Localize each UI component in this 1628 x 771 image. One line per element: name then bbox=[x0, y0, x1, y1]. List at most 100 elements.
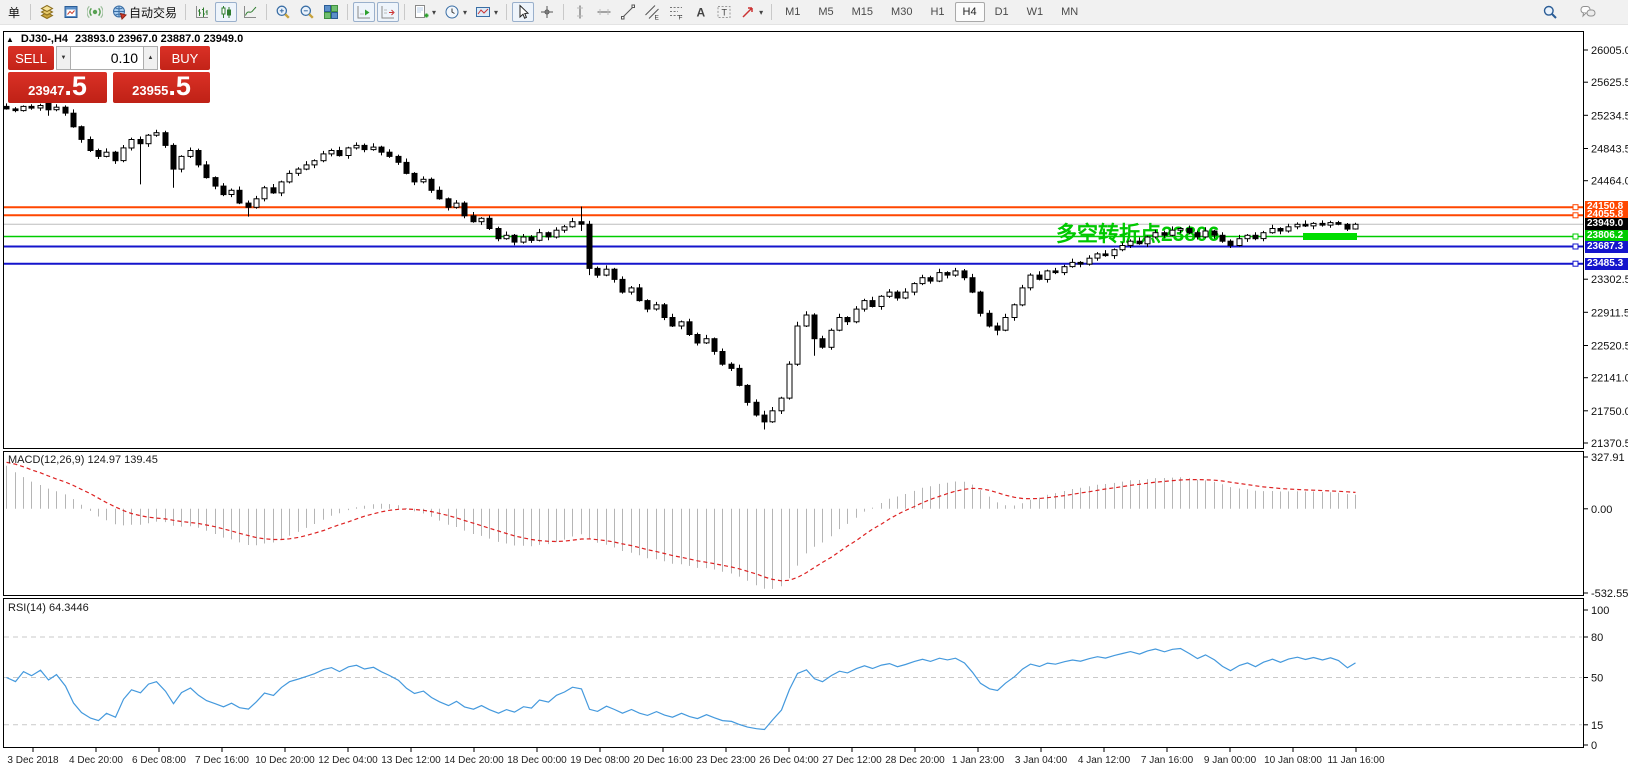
price-level-label: 23806.2 bbox=[1585, 230, 1628, 242]
community-chat-icon bbox=[1580, 6, 1596, 18]
search-symbols-button[interactable] bbox=[1539, 2, 1561, 22]
trend-segment[interactable] bbox=[1303, 233, 1357, 240]
dropdown-arrow-icon: ▾ bbox=[494, 7, 499, 17]
text-label-icon: T bbox=[717, 6, 731, 18]
market-watch-button[interactable] bbox=[36, 2, 58, 22]
time-axis-label: 4 Jan 12:00 bbox=[1078, 755, 1131, 766]
tile-windows-icon bbox=[324, 5, 339, 19]
volume-decrease-button[interactable]: ▼ bbox=[56, 46, 71, 70]
timeframe-m15[interactable]: M15 bbox=[851, 6, 874, 18]
time-axis-label: 14 Dec 20:00 bbox=[444, 755, 504, 766]
chart-shift-icon bbox=[381, 6, 395, 19]
autotrading-icon bbox=[113, 5, 127, 20]
macd-axis-label: 0.00 bbox=[1591, 504, 1612, 516]
bar-chart-icon bbox=[196, 6, 209, 18]
price-axis-label: 22911.5 bbox=[1591, 307, 1628, 319]
zoom-out-icon bbox=[300, 5, 314, 19]
symbol-period-label: DJ30-,H4 bbox=[20, 33, 68, 45]
sell-price-box[interactable]: 23947 .5 bbox=[8, 72, 107, 103]
new-chart-icon bbox=[415, 5, 429, 18]
volume-increase-button[interactable]: ▲ bbox=[143, 46, 158, 70]
templates-button[interactable]: ▾ bbox=[472, 2, 501, 22]
crosshair-icon bbox=[541, 6, 554, 18]
line-handle[interactable] bbox=[1572, 243, 1579, 250]
horizontal-line-icon bbox=[597, 9, 611, 15]
main-pane-border bbox=[3, 31, 1584, 449]
sell-button[interactable]: SELL bbox=[8, 46, 54, 70]
zoom-out-button[interactable] bbox=[296, 2, 318, 22]
main-toolbar: 单 自动交易 ▾ ▾ ▾ E F A T ▾ M1 M5 M15 M30 H1 H4 D1 W1 MN bbox=[0, 0, 1628, 25]
timeframe-mn[interactable]: MN bbox=[1061, 6, 1079, 18]
volume-input[interactable] bbox=[71, 46, 143, 70]
market-watch-icon bbox=[40, 4, 54, 20]
crosshair-button[interactable] bbox=[536, 2, 558, 22]
time-axis-label: 11 Jan 16:00 bbox=[1327, 755, 1385, 766]
signals-icon bbox=[87, 5, 103, 19]
expand-subwindow-icon[interactable]: ▲ bbox=[6, 34, 14, 44]
timeframe-d1[interactable]: D1 bbox=[994, 6, 1009, 18]
buy-price-box[interactable]: 23955 .5 bbox=[113, 72, 210, 103]
cursor-button[interactable] bbox=[512, 2, 535, 22]
line-handle[interactable] bbox=[1572, 260, 1579, 267]
toolbar-separator bbox=[506, 4, 508, 20]
timeframe-w1[interactable]: W1 bbox=[1026, 6, 1044, 18]
timeframe-m1[interactable]: M1 bbox=[785, 6, 801, 18]
toolbar-separator bbox=[771, 4, 773, 20]
time-axis-label: 23 Dec 23:00 bbox=[696, 755, 756, 766]
time-axis-label: 6 Dec 08:00 bbox=[132, 755, 186, 766]
timeframe-m30[interactable]: M30 bbox=[891, 6, 913, 18]
time-axis-label: 12 Dec 04:00 bbox=[318, 755, 378, 766]
price-axis-label: 22520.5 bbox=[1591, 341, 1628, 353]
trendline-button[interactable] bbox=[617, 2, 639, 22]
text-label-button[interactable]: T bbox=[713, 2, 735, 22]
auto-scroll-button[interactable] bbox=[353, 2, 376, 22]
dropdown-arrow-icon: ▾ bbox=[759, 7, 764, 17]
chart-shift-button[interactable] bbox=[377, 2, 400, 22]
new-chart-button[interactable]: ▾ bbox=[410, 2, 439, 22]
svg-text:T: T bbox=[722, 8, 728, 18]
new-order-button[interactable]: 单 bbox=[7, 5, 20, 20]
zoom-in-button[interactable] bbox=[272, 2, 294, 22]
time-axis-label: 10 Jan 08:00 bbox=[1264, 755, 1322, 766]
buy-price-main: 23955 bbox=[132, 83, 169, 98]
text-icon: A bbox=[697, 6, 706, 20]
arrows-button[interactable]: ▾ bbox=[737, 2, 766, 22]
macd-histogram bbox=[6, 465, 1356, 589]
timeframe-h4[interactable]: H4 bbox=[954, 2, 985, 22]
equidistant-channel-icon: E bbox=[645, 5, 660, 20]
time-axis-label: 26 Dec 04:00 bbox=[759, 755, 819, 766]
text-button[interactable]: A bbox=[689, 2, 711, 22]
vertical-line-button[interactable] bbox=[569, 2, 591, 22]
tile-windows-button[interactable] bbox=[320, 2, 342, 22]
time-axis-label: 7 Jan 16:00 bbox=[1141, 755, 1194, 766]
line-chart-button[interactable] bbox=[239, 2, 261, 22]
buy-button[interactable]: BUY bbox=[160, 46, 210, 70]
equidistant-channel-button[interactable]: E bbox=[641, 2, 663, 22]
signals-button[interactable] bbox=[84, 2, 106, 22]
macd-indicator-label: MACD(12,26,9) 124.97 139.45 bbox=[8, 454, 158, 466]
timeframe-h1[interactable]: H1 bbox=[930, 6, 945, 18]
fibonacci-button[interactable]: F bbox=[665, 2, 687, 22]
rsi-axis-label: 0 bbox=[1591, 740, 1597, 752]
horizontal-line-button[interactable] bbox=[593, 2, 615, 22]
candlestick-series bbox=[3, 99, 1359, 430]
price-axis-label: 24843.5 bbox=[1591, 144, 1628, 156]
timeframe-m5[interactable]: M5 bbox=[818, 6, 834, 18]
autotrading-button[interactable]: 自动交易 bbox=[108, 2, 180, 22]
rsi-axis-label: 50 bbox=[1591, 673, 1603, 685]
bar-chart-button[interactable] bbox=[191, 2, 213, 22]
templates-icon bbox=[476, 7, 491, 17]
line-handle[interactable] bbox=[1572, 204, 1579, 211]
line-handle[interactable] bbox=[1572, 212, 1579, 219]
macd-axis-label: -532.55 bbox=[1591, 588, 1628, 600]
periods-button[interactable]: ▾ bbox=[441, 2, 470, 22]
toolbar-separator bbox=[404, 4, 406, 20]
rsi-axis-label: 80 bbox=[1591, 632, 1603, 644]
line-handle[interactable] bbox=[1572, 233, 1579, 240]
price-axis-label: 21370.5 bbox=[1591, 438, 1628, 450]
data-window-button[interactable] bbox=[60, 2, 82, 22]
community-chat-button[interactable] bbox=[1577, 2, 1599, 22]
toolbar-separator bbox=[30, 4, 31, 20]
candlestick-chart-button[interactable] bbox=[215, 2, 238, 22]
